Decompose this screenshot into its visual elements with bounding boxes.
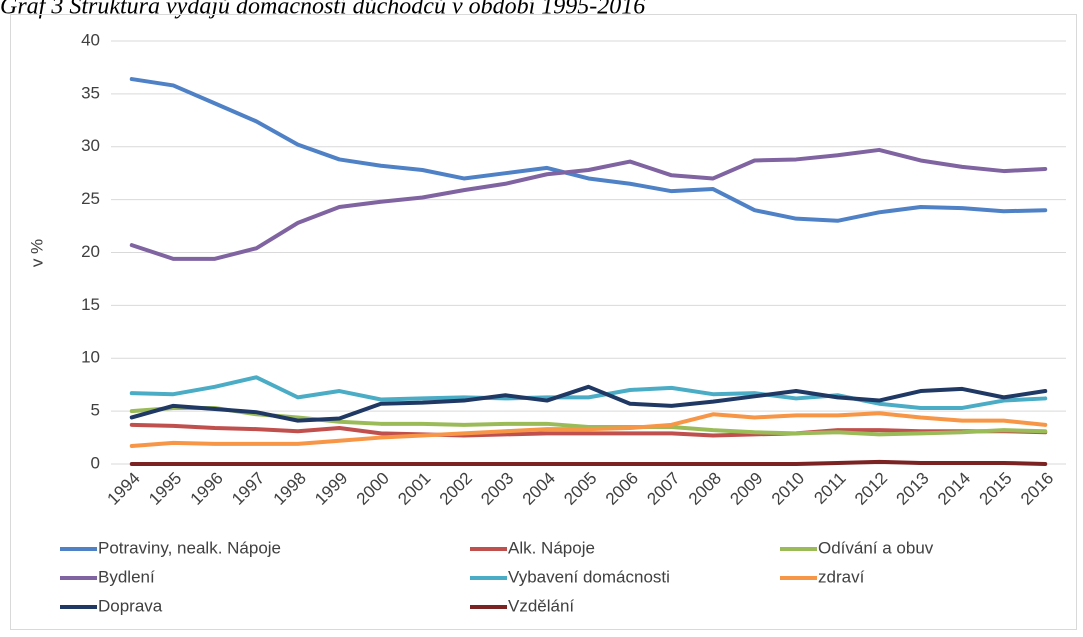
legend-label: Potraviny, nealk. Nápoje xyxy=(98,538,281,557)
x-tick-label: 2011 xyxy=(810,469,849,508)
legend-label: Doprava xyxy=(98,596,163,615)
y-tick-label: 40 xyxy=(81,30,100,49)
y-tick-label: 10 xyxy=(81,348,100,367)
legend-label: zdraví xyxy=(818,567,865,586)
y-tick-label: 20 xyxy=(81,242,100,261)
series-line xyxy=(129,422,1048,438)
chart-frame xyxy=(10,14,1077,630)
y-tick-label: 15 xyxy=(81,295,100,314)
x-tick-label: 1995 xyxy=(145,469,185,509)
x-tick-label: 2000 xyxy=(353,469,393,509)
x-tick-label: 2001 xyxy=(394,469,434,509)
y-tick-label: 35 xyxy=(81,83,100,102)
x-tick-label: 2007 xyxy=(643,469,683,509)
x-tick-label: 1994 xyxy=(104,469,144,509)
series-line xyxy=(129,375,1048,410)
series-line xyxy=(129,411,1048,449)
chart-title: Graf 3 Struktura výdajů domácností důcho… xyxy=(0,0,645,20)
x-tick-label: 2002 xyxy=(436,469,476,509)
x-tick-label: 2015 xyxy=(976,469,1016,509)
series-line xyxy=(129,459,1048,466)
legend-label: Vzdělání xyxy=(508,596,574,615)
legend-label: Bydlení xyxy=(98,567,155,586)
x-tick-label: 2003 xyxy=(477,469,517,509)
x-tick-label: 2006 xyxy=(602,469,642,509)
x-tick-label: 2005 xyxy=(560,469,600,509)
x-tick-label: 1996 xyxy=(187,469,227,509)
x-tick-label: 2013 xyxy=(892,469,932,509)
x-tick-label: 2010 xyxy=(768,469,808,509)
x-tick-label: 2014 xyxy=(934,469,974,509)
y-tick-label: 5 xyxy=(91,401,100,420)
y-tick-label: 30 xyxy=(81,136,100,155)
x-tick-label: 1998 xyxy=(270,469,310,509)
legend-label: Vybavení domácnosti xyxy=(508,567,670,586)
x-tick-label: 2004 xyxy=(519,469,559,509)
y-tick-label: 25 xyxy=(81,189,100,208)
legend-label: Alk. Nápoje xyxy=(508,538,595,557)
series-line xyxy=(129,384,1048,423)
x-tick-label: 1997 xyxy=(228,469,268,509)
x-tick-label: 1999 xyxy=(311,469,351,509)
x-tick-label: 2008 xyxy=(685,469,725,509)
y-tick-label: 0 xyxy=(91,453,100,472)
series-line xyxy=(129,77,1048,223)
series-line xyxy=(129,147,1048,261)
legend-label: Odívání a obuv xyxy=(818,538,934,557)
x-tick-label: 2012 xyxy=(851,469,891,509)
x-tick-label: 2016 xyxy=(1017,469,1057,509)
y-axis-label: v % xyxy=(27,239,46,267)
x-tick-label: 2009 xyxy=(726,469,766,509)
